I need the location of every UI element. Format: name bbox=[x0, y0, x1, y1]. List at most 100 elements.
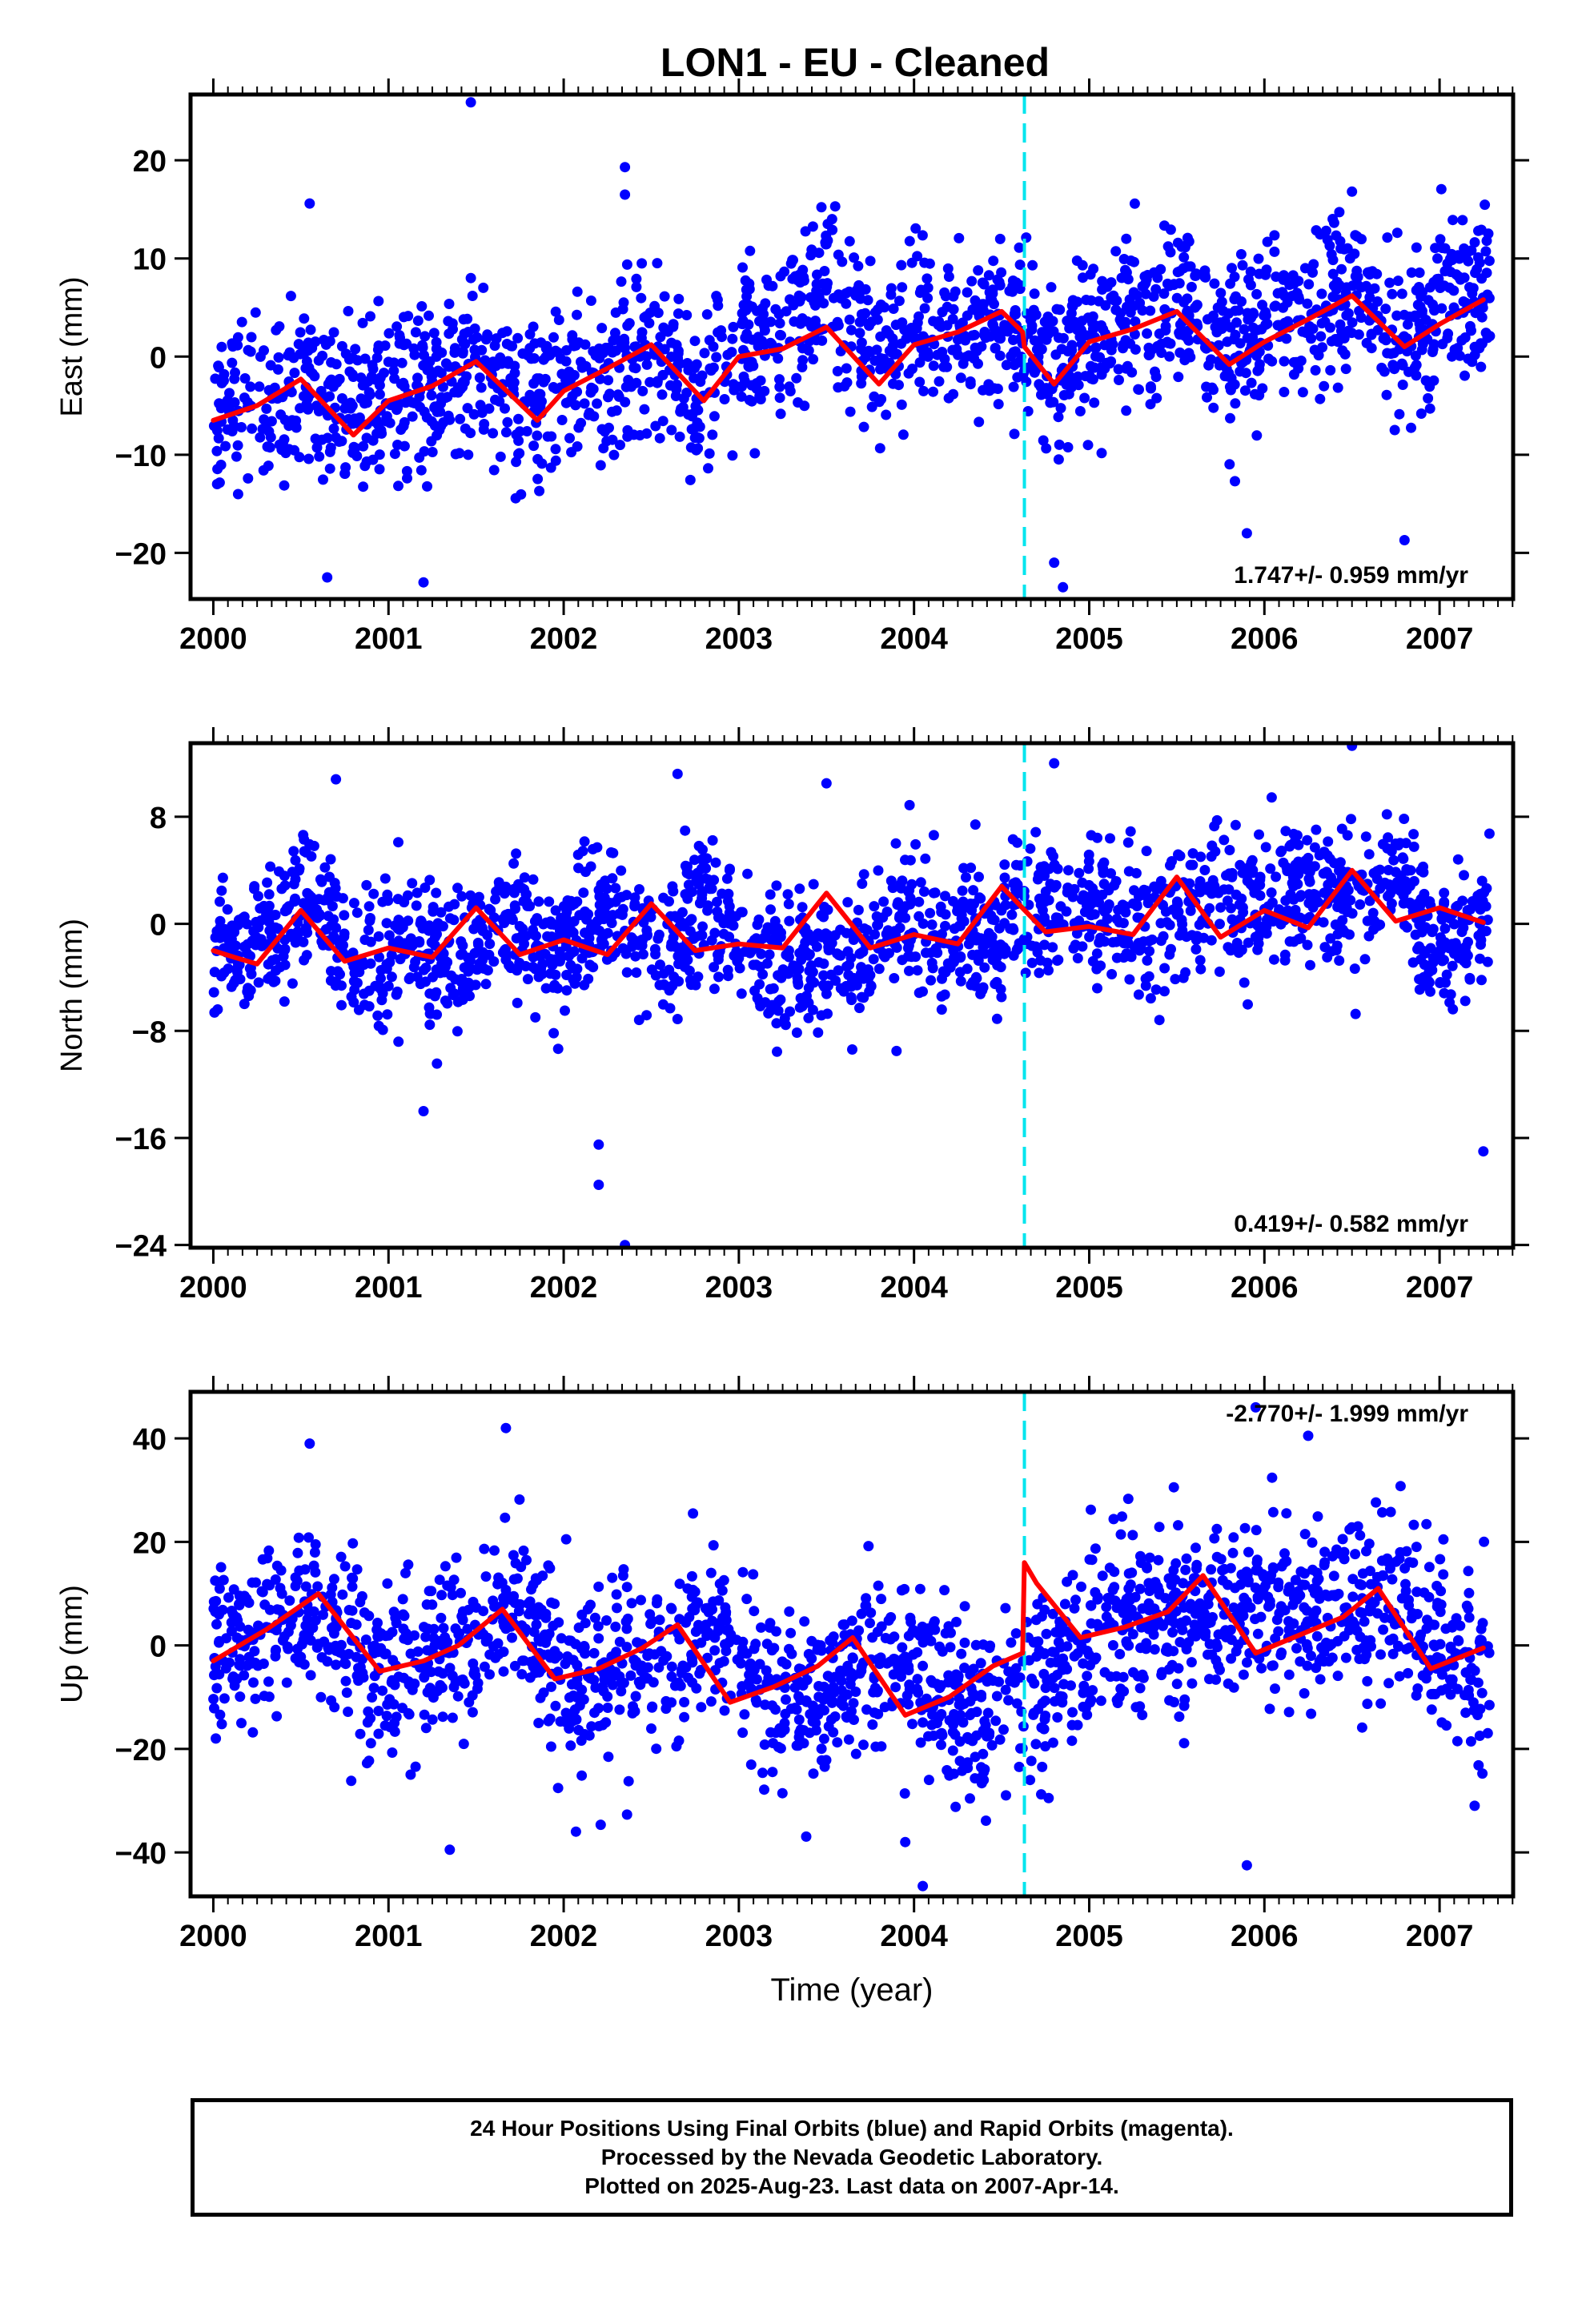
data-point bbox=[1202, 314, 1213, 325]
data-point bbox=[1276, 1647, 1287, 1659]
data-point bbox=[1090, 343, 1101, 354]
data-point bbox=[1162, 336, 1173, 348]
data-point bbox=[1029, 288, 1040, 300]
data-point bbox=[914, 376, 926, 388]
data-point bbox=[1378, 1570, 1388, 1582]
data-point bbox=[1134, 384, 1144, 395]
data-point bbox=[1225, 412, 1235, 424]
data-point bbox=[1400, 1578, 1411, 1590]
data-point bbox=[889, 973, 900, 983]
data-point bbox=[391, 989, 402, 1000]
data-point bbox=[829, 320, 841, 332]
data-point bbox=[324, 463, 335, 474]
data-point bbox=[871, 344, 882, 356]
data-point bbox=[672, 1014, 683, 1024]
data-point bbox=[1167, 904, 1178, 915]
data-point bbox=[806, 321, 817, 332]
data-point bbox=[1391, 227, 1403, 239]
data-point bbox=[1447, 215, 1459, 226]
data-point bbox=[552, 983, 563, 994]
data-point bbox=[528, 874, 539, 885]
data-point bbox=[215, 403, 227, 414]
data-point bbox=[693, 432, 705, 444]
data-point bbox=[424, 1019, 436, 1031]
data-point bbox=[902, 943, 913, 954]
data-point bbox=[1199, 932, 1209, 943]
data-point bbox=[906, 257, 917, 268]
data-point bbox=[992, 959, 1003, 971]
data-point bbox=[339, 928, 350, 939]
data-point bbox=[721, 873, 733, 884]
data-point bbox=[961, 872, 971, 883]
data-point bbox=[313, 355, 324, 366]
data-point bbox=[966, 275, 978, 287]
data-point bbox=[1021, 232, 1032, 243]
data-point bbox=[450, 974, 461, 985]
data-point bbox=[1475, 953, 1485, 964]
data-point bbox=[346, 1775, 357, 1787]
data-point bbox=[1036, 344, 1047, 355]
data-point bbox=[462, 1623, 473, 1634]
data-point bbox=[325, 854, 336, 865]
data-point bbox=[376, 995, 387, 1006]
data-point bbox=[583, 973, 594, 984]
data-point bbox=[1194, 919, 1205, 931]
data-point bbox=[655, 332, 666, 343]
data-point bbox=[1421, 1518, 1432, 1530]
data-point bbox=[1053, 412, 1064, 423]
data-point bbox=[346, 991, 357, 1003]
data-point bbox=[1267, 897, 1278, 908]
data-point bbox=[350, 344, 361, 355]
data-point bbox=[533, 388, 544, 400]
data-point bbox=[1087, 883, 1098, 894]
data-point bbox=[360, 1634, 371, 1645]
data-point bbox=[993, 399, 1004, 410]
data-point bbox=[983, 379, 994, 390]
data-point bbox=[407, 411, 418, 422]
data-point bbox=[511, 429, 522, 440]
data-point bbox=[1426, 1704, 1437, 1715]
data-point bbox=[457, 983, 468, 994]
data-point bbox=[983, 927, 994, 939]
data-point bbox=[1322, 951, 1333, 963]
data-point bbox=[210, 373, 221, 384]
data-point bbox=[749, 985, 761, 996]
data-point bbox=[943, 1670, 954, 1681]
data-point bbox=[1207, 840, 1218, 851]
data-point bbox=[1066, 340, 1078, 351]
data-point bbox=[371, 428, 382, 439]
data-point bbox=[379, 1720, 391, 1731]
data-point bbox=[489, 340, 500, 352]
data-point bbox=[943, 271, 954, 282]
data-point bbox=[1435, 234, 1446, 245]
data-point bbox=[370, 980, 381, 991]
data-point bbox=[818, 970, 829, 981]
data-point bbox=[876, 1594, 887, 1605]
data-point bbox=[978, 982, 989, 993]
data-point bbox=[530, 1011, 541, 1023]
data-point bbox=[1481, 235, 1492, 247]
data-point bbox=[436, 398, 447, 409]
data-point bbox=[856, 378, 867, 389]
data-point bbox=[711, 352, 722, 363]
data-point bbox=[1482, 956, 1493, 967]
data-point bbox=[661, 325, 673, 336]
data-point bbox=[1121, 233, 1132, 244]
data-point bbox=[1319, 942, 1331, 953]
data-point bbox=[593, 1581, 604, 1592]
data-point bbox=[680, 889, 691, 900]
data-point bbox=[921, 273, 933, 284]
data-point bbox=[420, 331, 431, 342]
data-point bbox=[973, 265, 984, 276]
data-point bbox=[398, 377, 409, 388]
data-point bbox=[1347, 1591, 1359, 1602]
data-point bbox=[954, 232, 965, 243]
data-point bbox=[401, 465, 412, 476]
data-point bbox=[1336, 823, 1347, 834]
data-point bbox=[383, 356, 394, 368]
data-point bbox=[832, 366, 843, 376]
data-point bbox=[1229, 271, 1240, 283]
data-point bbox=[419, 446, 430, 457]
data-point bbox=[269, 382, 280, 393]
data-point bbox=[728, 321, 739, 332]
